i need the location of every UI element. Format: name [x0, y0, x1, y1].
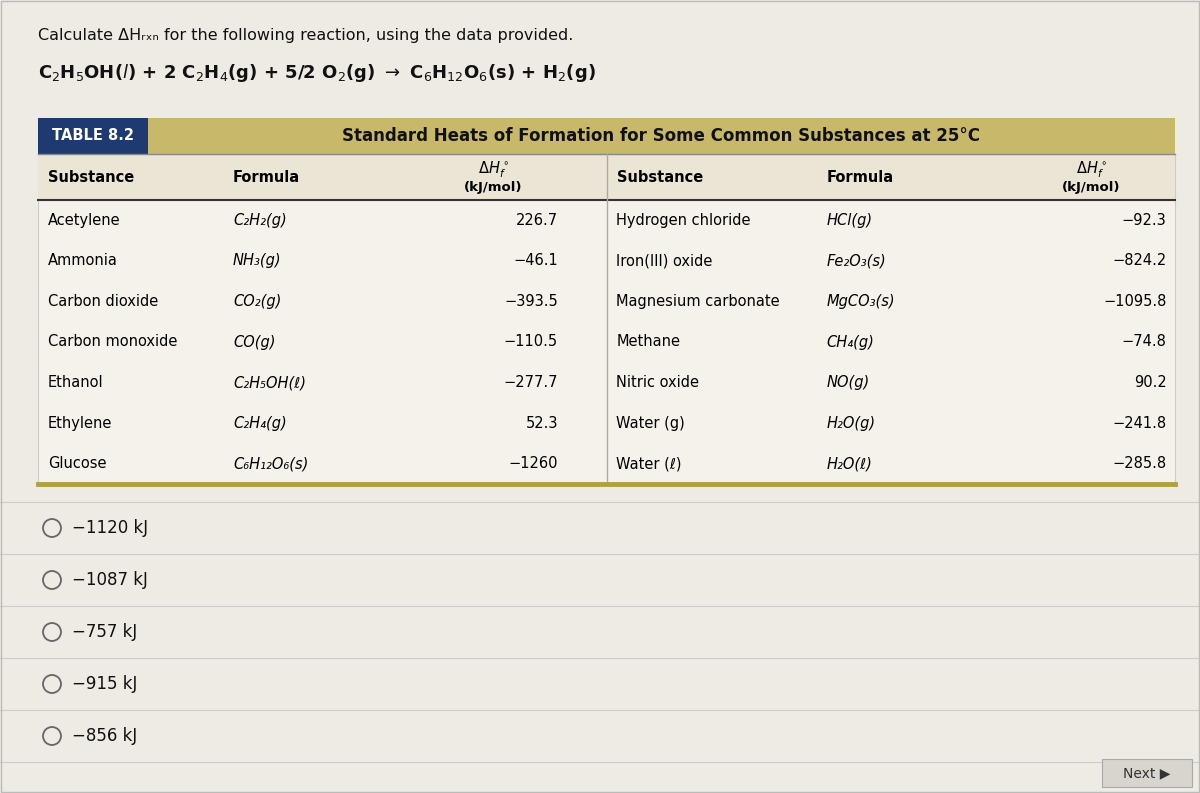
Text: Formula: Formula: [827, 170, 894, 185]
Text: Ethylene: Ethylene: [48, 416, 113, 431]
Text: Ammonia: Ammonia: [48, 253, 118, 268]
Text: Glucose: Glucose: [48, 456, 107, 471]
Text: −1087 kJ: −1087 kJ: [72, 571, 148, 589]
Text: −1120 kJ: −1120 kJ: [72, 519, 148, 537]
Text: 90.2: 90.2: [1134, 375, 1166, 390]
Text: −915 kJ: −915 kJ: [72, 675, 137, 693]
Text: −1095.8: −1095.8: [1103, 294, 1166, 309]
Text: $\Delta H^\circ_f$: $\Delta H^\circ_f$: [478, 159, 509, 180]
Text: −856 kJ: −856 kJ: [72, 727, 137, 745]
Text: −1260: −1260: [509, 456, 558, 471]
Text: Iron(III) oxide: Iron(III) oxide: [617, 253, 713, 268]
FancyBboxPatch shape: [148, 118, 1175, 154]
Text: H₂O(g): H₂O(g): [827, 416, 876, 431]
Text: Water (g): Water (g): [617, 416, 685, 431]
Text: HCl(g): HCl(g): [827, 213, 872, 228]
Text: −241.8: −241.8: [1112, 416, 1166, 431]
Text: C₂H₄(g): C₂H₄(g): [233, 416, 287, 431]
Text: −393.5: −393.5: [504, 294, 558, 309]
Text: Carbon monoxide: Carbon monoxide: [48, 335, 178, 350]
Text: Substance: Substance: [617, 170, 703, 185]
Text: Nitric oxide: Nitric oxide: [617, 375, 700, 390]
FancyBboxPatch shape: [38, 154, 1175, 484]
Text: −110.5: −110.5: [504, 335, 558, 350]
Text: C$_2$H$_5$OH($\it{l}$) + 2 C$_2$H$_4$(g) + 5/2 O$_2$(g) $\rightarrow$ C$_6$H$_{1: C$_2$H$_5$OH($\it{l}$) + 2 C$_2$H$_4$(g)…: [38, 62, 595, 84]
Text: −74.8: −74.8: [1122, 335, 1166, 350]
Text: −92.3: −92.3: [1122, 213, 1166, 228]
Text: CH₄(g): CH₄(g): [827, 335, 875, 350]
Text: Calculate ΔHᵣₓₙ for the following reaction, using the data provided.: Calculate ΔHᵣₓₙ for the following reacti…: [38, 28, 574, 43]
Text: C₂H₅OH(ℓ): C₂H₅OH(ℓ): [233, 375, 306, 390]
Text: −824.2: −824.2: [1112, 253, 1166, 268]
Text: Substance: Substance: [48, 170, 134, 185]
Text: TABLE 8.2: TABLE 8.2: [52, 128, 134, 144]
Text: $\Delta H^\circ_f$: $\Delta H^\circ_f$: [1076, 159, 1106, 180]
FancyBboxPatch shape: [1102, 759, 1192, 787]
Text: CO(g): CO(g): [233, 335, 276, 350]
Text: Hydrogen chloride: Hydrogen chloride: [617, 213, 751, 228]
Text: (kJ/mol): (kJ/mol): [463, 181, 522, 193]
Text: Methane: Methane: [617, 335, 680, 350]
Text: Magnesium carbonate: Magnesium carbonate: [617, 294, 780, 309]
Text: C₆H₁₂O₆(s): C₆H₁₂O₆(s): [233, 456, 308, 471]
Text: CO₂(g): CO₂(g): [233, 294, 281, 309]
Text: −757 kJ: −757 kJ: [72, 623, 137, 641]
Text: −277.7: −277.7: [504, 375, 558, 390]
Text: Fe₂O₃(s): Fe₂O₃(s): [827, 253, 887, 268]
Text: Water (ℓ): Water (ℓ): [617, 456, 682, 471]
FancyBboxPatch shape: [38, 154, 1175, 200]
Text: 226.7: 226.7: [516, 213, 558, 228]
Text: 52.3: 52.3: [526, 416, 558, 431]
Text: (kJ/mol): (kJ/mol): [1062, 181, 1121, 193]
Text: −46.1: −46.1: [514, 253, 558, 268]
Text: Acetylene: Acetylene: [48, 213, 121, 228]
Text: C₂H₂(g): C₂H₂(g): [233, 213, 287, 228]
Text: Carbon dioxide: Carbon dioxide: [48, 294, 158, 309]
Text: Ethanol: Ethanol: [48, 375, 103, 390]
Text: NH₃(g): NH₃(g): [233, 253, 282, 268]
Text: Next ▶: Next ▶: [1123, 766, 1171, 780]
Text: Standard Heats of Formation for Some Common Substances at 25°C: Standard Heats of Formation for Some Com…: [342, 127, 980, 145]
FancyBboxPatch shape: [38, 118, 148, 154]
Text: MgCO₃(s): MgCO₃(s): [827, 294, 895, 309]
Text: NO(g): NO(g): [827, 375, 870, 390]
Text: H₂O(ℓ): H₂O(ℓ): [827, 456, 872, 471]
Text: Formula: Formula: [233, 170, 300, 185]
Text: −285.8: −285.8: [1112, 456, 1166, 471]
